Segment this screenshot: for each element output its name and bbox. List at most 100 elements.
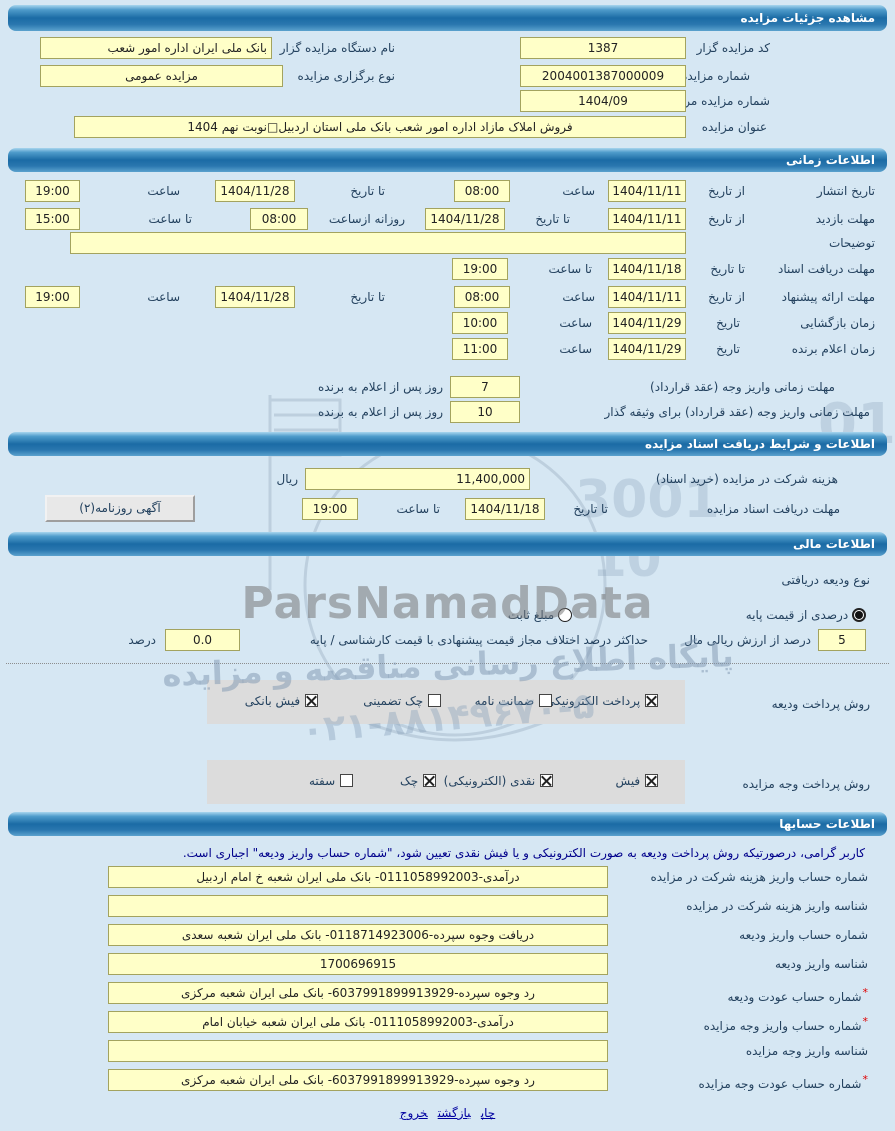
payment-methods-label: روش پرداخت وجه مزایده [742,777,870,791]
electronic-payment-checkbox[interactable] [645,694,658,707]
guarantee-letter-label: ضمانت نامه [474,694,535,708]
account-row-field[interactable]: درآمدی-0111058992003- بانک ملی ایران شعب… [108,1011,608,1033]
time-section-bar: اطلاعات زمانی [8,148,887,172]
account-row-field[interactable] [108,1040,608,1062]
certified-check-checkbox[interactable] [428,694,441,707]
account-row-field[interactable]: رد وجوه سپرده-6037991899913929- بانک ملی… [108,982,608,1004]
offer-to-date-field[interactable]: 1404/11/28 [215,286,295,308]
electronic-payment-label: پرداخت الکترونیکی [545,694,641,708]
deposit-method-bank-slip[interactable]: فیش بانکی [245,694,318,708]
offer-from-date-field[interactable]: 1404/11/11 [608,286,686,308]
dotted-separator [6,663,889,664]
footer-links: چاپ بازگشت خروج [0,1106,895,1120]
account-row-field[interactable]: 1700696915 [108,953,608,975]
bank-slip-checkbox[interactable] [305,694,318,707]
newspaper-ad-button[interactable]: آگهی روزنامه(۲) [45,495,195,522]
account-row-field[interactable]: رد وجوه سپرده-6037991899913929- بانک ملی… [108,1069,608,1091]
agency-name-label: نام دستگاه مزایده گزار [279,41,395,55]
visit-to-time-field[interactable]: 15:00 [25,208,80,230]
publish-from-time-field[interactable]: 08:00 [454,180,510,202]
pay-deadline-days-field[interactable]: 7 [450,376,520,398]
back-link[interactable]: بازگشت [437,1106,471,1120]
docs-deadline-date-field[interactable]: 1404/11/18 [608,258,686,280]
payment-method-slip[interactable]: فیش [616,774,658,788]
docs-deadline-time-field[interactable]: 19:00 [452,258,508,280]
payment-method-cash-electronic[interactable]: نقدی (الکترونیکی) [444,774,553,788]
account-row-label: *شماره حساب عودت وجه مزایده [698,1073,868,1091]
fixed-radio[interactable] [558,608,572,622]
page-title: مشاهده جزئیات مزایده [740,11,875,25]
deposit-fixed-radio-item[interactable]: مبلغ ثابت [508,608,572,622]
offer-to-label: تا تاریخ [350,290,385,304]
promissory-note-label: سفته [308,774,336,788]
reference-number-field[interactable]: 1404/09 [520,90,686,112]
auction-number-field[interactable]: 2004001387000009 [520,65,686,87]
opening-hour-label: ساعت [559,316,592,330]
deposit-methods-strip [207,680,685,724]
publish-from-date-field[interactable]: 1404/11/11 [608,180,686,202]
slip-checkbox[interactable] [645,774,658,787]
auction-subject-field[interactable]: فروش املاک مازاد اداره امور شعب بانک ملی… [74,116,686,138]
docs-receive-date-field[interactable]: 1404/11/18 [465,498,545,520]
account-row-field[interactable]: دریافت وجوه سپرده-0118714923006- بانک مل… [108,924,608,946]
visit-from-date-field[interactable]: 1404/11/11 [608,208,686,230]
opening-time-field[interactable]: 10:00 [452,312,508,334]
publish-to-time-field[interactable]: 19:00 [25,180,80,202]
docs-section-title: اطلاعات و شرایط دریافت اسناد مزایده [644,437,875,451]
docs-receive-time-field[interactable]: 19:00 [302,498,358,520]
max-diff-label: حداکثر درصد اختلاف مجاز قیمت پیشنهادی با… [309,633,648,647]
deposit-methods-label: روش پرداخت ودیعه [771,697,870,711]
publish-date-label: تاریخ انتشار [816,184,875,198]
winner-time-field[interactable]: 11:00 [452,338,508,360]
slip-label: فیش [615,774,641,788]
accounts-section-bar: اطلاعات حسابها [8,812,887,836]
deposit-percent-field[interactable]: 5 [818,629,866,651]
docs-receive-deadline-label: مهلت دریافت اسناد مزایده [706,502,840,516]
publish-to-date-field[interactable]: 1404/11/28 [215,180,295,202]
check-checkbox[interactable] [423,774,436,787]
agency-name-field[interactable]: بانک ملی ایران اداره امور شعب [40,37,272,59]
exit-link[interactable]: خروج [399,1106,428,1120]
visit-daily-label: روزانه ازساعت [328,212,405,226]
max-diff-unit: درصد [128,633,156,647]
cash-electronic-checkbox[interactable] [540,774,553,787]
promissory-note-checkbox[interactable] [340,774,353,787]
visit-to-date-field[interactable]: 1404/11/28 [425,208,505,230]
account-row-label: *شناسه واریز هزینه شرکت در مزایده [686,899,868,913]
deposit-method-certified-check[interactable]: چک تضمینی [363,694,441,708]
publish-from-label: از تاریخ [708,184,745,198]
guarantee-letter-checkbox[interactable] [539,694,552,707]
pay-deadline-guarantor-days-field[interactable]: 10 [450,401,520,423]
deposit-percent-radio-item[interactable]: درصدی از قیمت پایه [746,608,866,622]
visit-from-time-field[interactable]: 08:00 [250,208,308,230]
offer-from-time-field[interactable]: 08:00 [454,286,510,308]
percent-radio[interactable] [852,608,866,622]
max-diff-field[interactable]: 0.0 [165,629,240,651]
print-link[interactable]: چاپ [480,1106,496,1120]
auction-number-label: شماره مزایده [681,69,750,83]
pay-deadline-suffix: روز پس از اعلام به برنده [318,380,443,394]
required-star: * [862,986,869,999]
account-row-label: *شناسه واریز وجه مزایده [745,1044,868,1058]
docs-deadline-label: مهلت دریافت اسناد [777,262,875,276]
payment-method-check[interactable]: چک [400,774,436,788]
auctioneer-code-field[interactable]: 1387 [520,37,686,59]
participation-fee-field[interactable]: 11,400,000 [305,468,530,490]
accounts-notice: کاربر گرامی، درصورتیکه روش پرداخت ودیعه … [182,846,865,860]
reference-number-label: شماره مزایده مرجع [670,94,770,108]
pay-deadline-label: مهلت زمانی واریز وجه (عقد قرارداد) [650,380,835,394]
payment-method-promissory[interactable]: سفته [309,774,353,788]
opening-date-label: تاریخ [716,316,740,330]
winner-date-field[interactable]: 1404/11/29 [608,338,686,360]
auction-type-field[interactable]: مزایده عمومی [40,65,283,87]
deposit-method-guarantee[interactable]: ضمانت نامه [475,694,552,708]
deposit-method-electronic[interactable]: پرداخت الکترونیکی [545,694,658,708]
offer-to-time-field[interactable]: 19:00 [25,286,80,308]
publish-time1-label: ساعت [562,184,595,198]
account-row-field[interactable]: درآمدی-0111058992003- بانک ملی ایران شعب… [108,866,608,888]
account-row-label: *شناسه واریز ودیعه [774,957,868,971]
opening-date-field[interactable]: 1404/11/29 [608,312,686,334]
pay-deadline-guarantor-label: مهلت زمانی واریز وجه (عقد قرارداد) برای … [604,405,870,419]
notes-field[interactable] [70,232,686,254]
account-row-field[interactable] [108,895,608,917]
